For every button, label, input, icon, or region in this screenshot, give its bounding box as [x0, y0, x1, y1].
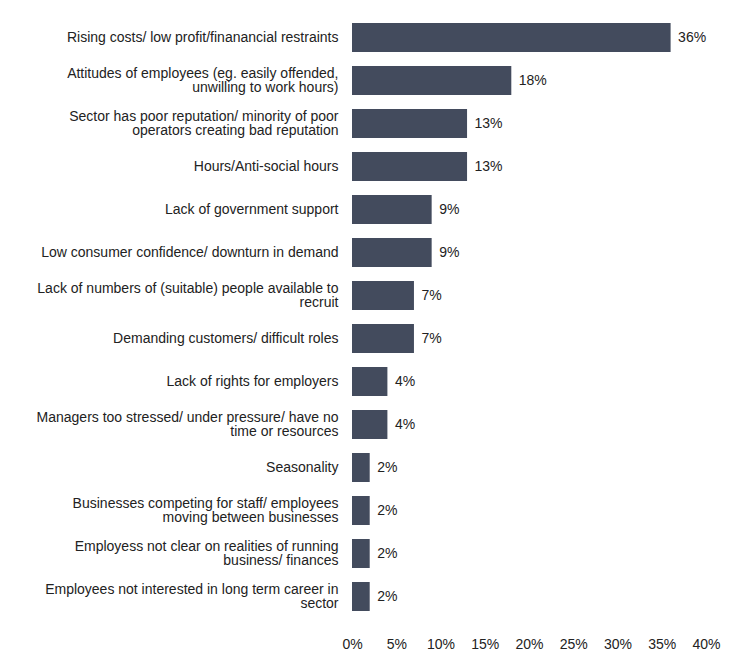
svg-text:40%: 40% — [692, 636, 720, 652]
svg-text:10%: 10% — [427, 636, 455, 652]
svg-text:Demanding customers/ difficult: Demanding customers/ difficult roles — [113, 330, 338, 346]
svg-text:4%: 4% — [395, 373, 415, 389]
svg-text:Rising costs/ low profit/finan: Rising costs/ low profit/finanancial res… — [67, 29, 339, 45]
svg-text:2%: 2% — [377, 459, 397, 475]
svg-text:9%: 9% — [439, 201, 459, 217]
svg-text:Lack of rights for employers: Lack of rights for employers — [167, 373, 339, 389]
svg-text:Lack of government support: Lack of government support — [165, 201, 339, 217]
svg-text:Low consumer confidence/ downt: Low consumer confidence/ downturn in dem… — [41, 244, 338, 260]
svg-text:Attitudes of employees (eg. ea: Attitudes of employees (eg. easily offen… — [67, 65, 338, 95]
svg-text:Hours/Anti-social hours: Hours/Anti-social hours — [194, 158, 339, 174]
svg-text:15%: 15% — [471, 636, 499, 652]
svg-text:30%: 30% — [604, 636, 632, 652]
svg-text:Sector has poor reputation/ mi: Sector has poor reputation/ minority of … — [69, 108, 339, 138]
svg-text:Employess not clear on realiti: Employess not clear on realities of runn… — [75, 538, 339, 568]
svg-text:7%: 7% — [421, 287, 441, 303]
svg-text:13%: 13% — [475, 115, 503, 131]
svg-text:25%: 25% — [560, 636, 588, 652]
svg-text:7%: 7% — [421, 330, 441, 346]
svg-text:0%: 0% — [342, 636, 362, 652]
svg-text:2%: 2% — [377, 588, 397, 604]
svg-text:20%: 20% — [515, 636, 543, 652]
svg-text:2%: 2% — [377, 502, 397, 518]
svg-text:5%: 5% — [387, 636, 407, 652]
svg-text:Lack of numbers of (suitable): Lack of numbers of (suitable) people ava… — [37, 280, 338, 310]
svg-text:9%: 9% — [439, 244, 459, 260]
svg-text:36%: 36% — [678, 29, 706, 45]
svg-text:18%: 18% — [519, 72, 547, 88]
svg-text:Seasonality: Seasonality — [266, 459, 338, 475]
svg-text:35%: 35% — [648, 636, 676, 652]
svg-text:4%: 4% — [395, 416, 415, 432]
svg-text:Managers too stressed/ under p: Managers too stressed/ under pressure/ h… — [37, 409, 339, 439]
svg-text:Employees not interested in lo: Employees not interested in long term ca… — [45, 581, 339, 611]
svg-text:2%: 2% — [377, 545, 397, 561]
svg-text:Businesses competing for staff: Businesses competing for staff/ employee… — [73, 495, 339, 525]
svg-text:13%: 13% — [475, 158, 503, 174]
